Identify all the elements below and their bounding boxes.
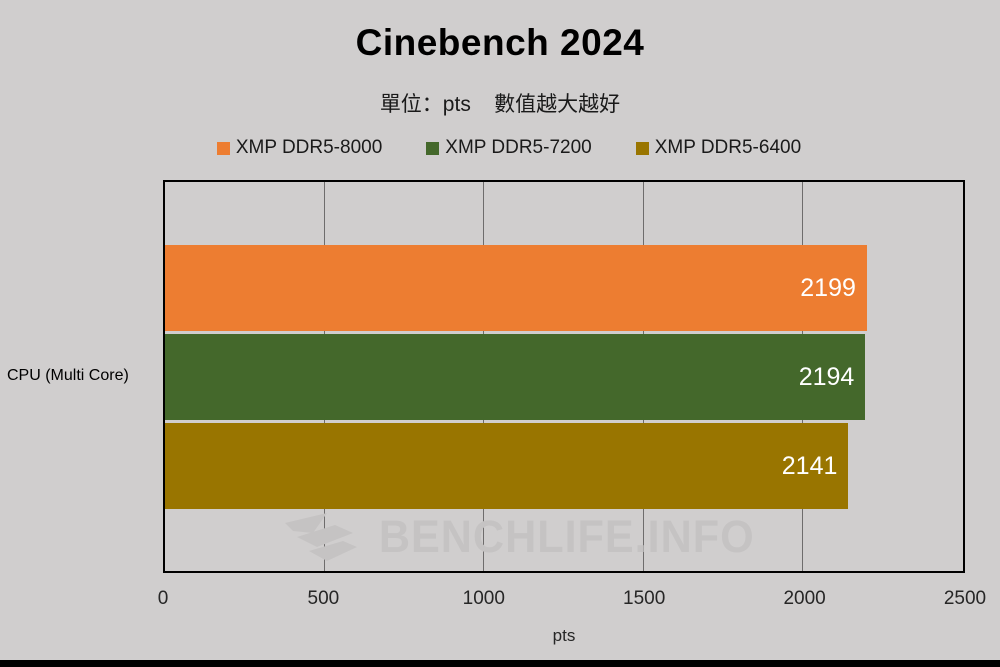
legend: XMP DDR5-8000 XMP DDR5-7200 XMP DDR5-6400 (0, 137, 1000, 159)
x-tick-0: 0 (157, 588, 169, 609)
legend-swatch (635, 141, 649, 155)
legend-item-2: XMP DDR5-7200 (426, 137, 592, 159)
x-tick-500: 500 (307, 588, 340, 609)
x-tick-1000: 1000 (462, 588, 505, 609)
x-tick-2500: 2500 (943, 588, 987, 609)
legend-label: XMP DDR5-6400 (654, 137, 802, 158)
watermark-text: BENCHLIFE.INFO (378, 511, 755, 562)
chart-subtitle: 單位：pts 數值越大越好 (379, 93, 621, 116)
bar-value-label: 2199 (800, 273, 856, 302)
bar-xmp-ddr5-7200: 2194 (165, 334, 866, 420)
legend-swatch (216, 141, 230, 155)
bar-xmp-ddr5-8000: 2199 (165, 245, 867, 331)
x-axis-label: pts (552, 626, 576, 645)
chart-title: Cinebench 2024 (355, 22, 645, 63)
footer-divider (0, 660, 1000, 667)
watermark: BENCHLIFE.INFO (283, 511, 763, 563)
legend-swatch (426, 141, 440, 155)
legend-label: XMP DDR5-7200 (445, 137, 592, 158)
benchlife-paper-plane-icon (285, 513, 357, 561)
bar-value-label: 2194 (798, 362, 855, 391)
plot-area: 2199 2194 2141 BENCHLIFE.INFO (163, 180, 965, 573)
x-axis-ticks: 0 500 1000 1500 2000 2500 (158, 588, 986, 612)
category-label: CPU (Multi Core) (7, 367, 129, 384)
legend-label: XMP DDR5-8000 (235, 137, 383, 158)
legend-item-1: XMP DDR5-8000 (216, 137, 383, 159)
legend-item-3: XMP DDR5-6400 (635, 137, 802, 159)
bar-value-label: 2141 (781, 451, 838, 480)
bar-xmp-ddr5-6400: 2141 (165, 423, 849, 509)
x-tick-2000: 2000 (783, 588, 826, 609)
x-tick-1500: 1500 (623, 588, 666, 609)
